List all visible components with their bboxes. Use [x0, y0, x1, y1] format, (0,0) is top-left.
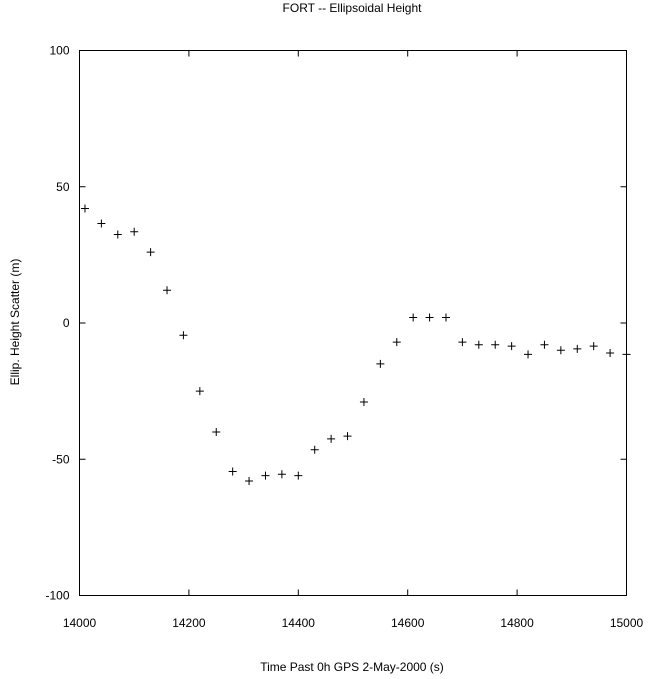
axis-ticks	[79, 50, 627, 596]
x-axis-label: Time Past 0h GPS 2-May-2000 (s)	[260, 660, 444, 674]
x-tick-label: 15000	[610, 616, 644, 630]
data-point-plus	[195, 387, 204, 396]
data-point-plus	[146, 248, 155, 257]
y-tick-label: 0	[63, 316, 70, 330]
x-tick-labels: 14000 14200 14400 14600 14800 15000	[63, 616, 644, 630]
y-tick-label: -100	[45, 589, 69, 603]
data-point-plus	[163, 286, 172, 295]
chart-title: FORT -- Ellipsoidal Height	[283, 1, 423, 15]
data-point-plus	[441, 313, 450, 322]
data-point-plus	[130, 227, 139, 236]
data-point-plus	[343, 432, 352, 441]
data-point-plus	[540, 340, 549, 349]
data-point-plus	[409, 313, 418, 322]
y-axis-label: Ellip. Height Scatter (m)	[8, 259, 22, 386]
data-point-plus	[80, 204, 89, 213]
data-point-plus	[261, 471, 270, 480]
x-tick-label: 14200	[172, 616, 206, 630]
data-point-plus	[294, 471, 303, 480]
data-point-plus	[622, 350, 631, 359]
data-point-plus	[573, 344, 582, 353]
data-point-plus	[179, 331, 188, 340]
data-point-plus	[556, 346, 565, 355]
x-tick-label: 14600	[391, 616, 425, 630]
data-point-plus	[327, 434, 336, 443]
data-point-plus	[524, 350, 533, 359]
y-tick-label: 100	[49, 44, 69, 58]
data-point-plus	[228, 467, 237, 476]
x-tick-label: 14400	[282, 616, 316, 630]
data-point-plus	[589, 342, 598, 351]
data-point-plus	[359, 398, 368, 407]
x-tick-label: 14000	[63, 616, 97, 630]
data-point-plus	[392, 338, 401, 347]
data-point-plus	[507, 342, 516, 351]
x-tick-label: 14800	[500, 616, 534, 630]
data-points	[80, 204, 631, 486]
data-point-plus	[376, 359, 385, 368]
data-point-plus	[458, 338, 467, 347]
plot-area	[79, 50, 627, 596]
data-point-plus	[491, 340, 500, 349]
data-point-plus	[113, 230, 122, 239]
y-tick-labels: -100 -50 0 50 100	[45, 44, 69, 603]
data-point-plus	[212, 428, 221, 436]
y-tick-label: 50	[56, 180, 70, 194]
data-point-plus	[425, 313, 434, 322]
data-point-plus	[474, 340, 483, 349]
data-point-plus	[310, 445, 319, 454]
data-point-plus	[277, 470, 286, 479]
data-point-plus	[606, 348, 615, 357]
y-tick-label: -50	[52, 452, 70, 466]
data-point-plus	[97, 219, 106, 228]
data-point-plus	[245, 477, 254, 486]
